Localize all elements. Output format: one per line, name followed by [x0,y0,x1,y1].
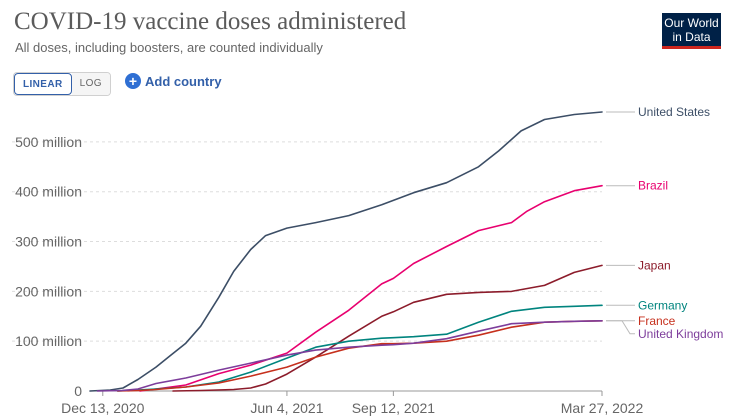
owid-logo[interactable]: Our World in Data [662,13,721,49]
axes: 0 100 million 200 million 300 million 400 mi… [15,134,643,416]
linear-scale-button[interactable]: LINEAR [14,73,72,95]
series-line-france[interactable] [116,320,603,392]
logo-line-2: in Data [672,30,711,44]
grid [12,141,602,342]
y-tick-label: 400 million [15,184,82,200]
series-label-united-kingdom[interactable]: United Kingdom [638,327,723,341]
series-labels: United States Brazil Japan Germany FranceUni… [606,105,723,341]
series-label-brazil[interactable]: Brazil [638,179,668,193]
series-line-japan[interactable] [172,264,603,392]
x-tick-label: Dec 13, 2020 [61,400,144,416]
y-tick-label: 300 million [15,234,82,250]
series-lines [89,111,603,392]
scale-toggle: LINEAR LOG [13,72,111,96]
series-label-united-states[interactable]: United States [638,105,710,119]
add-country-label: Add country [145,73,222,89]
y-tick-label: 500 million [15,134,82,150]
x-tick-label: Mar 27, 2022 [561,400,644,416]
series-label-france[interactable]: France [638,314,676,328]
series-line-brazil[interactable] [139,184,603,392]
series-line-germany[interactable] [116,304,603,392]
chart-subtitle: All doses, including boosters, are count… [15,40,323,55]
y-tick-label: 0 [74,383,82,399]
logo-line-1: Our World [664,16,719,30]
series-line-united-states[interactable] [89,111,603,392]
series-label-germany[interactable]: Germany [638,298,687,312]
series-line-united-kingdom[interactable] [96,320,603,392]
log-scale-button[interactable]: LOG [71,73,110,95]
chart-title: COVID-19 vaccine doses administered [14,8,407,35]
series-label-japan[interactable]: Japan [638,258,671,272]
add-country-button[interactable]: + Add country [125,73,222,89]
y-tick-label: 200 million [15,283,82,299]
x-tick-label: Sep 12, 2021 [352,400,436,416]
label-connector [606,320,635,335]
y-tick-label: 100 million [15,333,82,349]
x-tick-label: Jun 4, 2021 [250,400,323,416]
plus-circle-icon: + [125,73,141,89]
